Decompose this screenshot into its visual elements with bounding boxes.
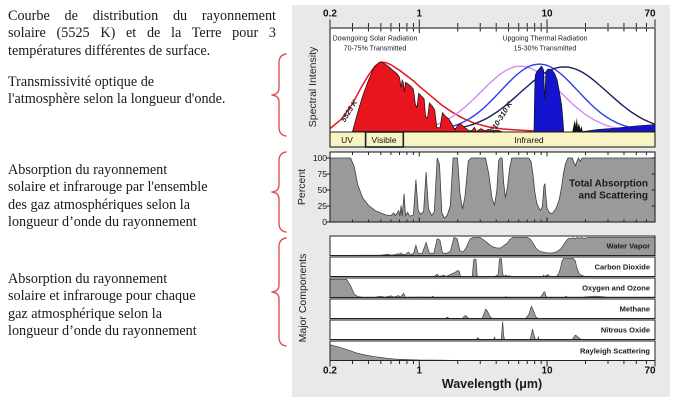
solar-surface-area xyxy=(352,62,502,132)
text-line: Transmissivité optique de xyxy=(8,74,155,90)
annotation-paragraph-3: Absorption du rayonnement solaire et infr… xyxy=(8,162,276,232)
carbon-dioxide-row-frame xyxy=(329,256,656,277)
annotation-paragraph-1: Courbe de distribution du rayonnement sol… xyxy=(8,8,276,60)
rayleigh-scattering-area xyxy=(330,344,655,361)
annotations-column: Courbe de distribution du rayonnement sol… xyxy=(8,0,284,404)
text-line: solaire (5525 K) et de la Terre pour 3 xyxy=(8,25,276,42)
wavelength-band xyxy=(329,131,656,148)
carbon-dioxide-row-bg xyxy=(330,257,655,277)
rayleigh-scattering-row-frame xyxy=(329,340,656,361)
thermal-spikes-area xyxy=(572,117,583,132)
annotation-brace-1 xyxy=(271,53,287,137)
nitrous-oxide-row-bg xyxy=(330,320,655,340)
annotation-paragraph-2: Transmissivité optique de l'atmosphère se… xyxy=(8,74,276,109)
spectral-panel-frame xyxy=(329,27,656,148)
methane-row-bg xyxy=(330,299,655,319)
text-line: longueur d’onde du rayonnement xyxy=(8,323,197,340)
text-line: Absorption du rayonnement xyxy=(8,271,168,287)
percent-panel-frame xyxy=(329,151,656,223)
carbon-dioxide-area xyxy=(330,258,655,277)
water-vapor-area xyxy=(330,237,655,256)
oxygen-and-ozone-row-frame xyxy=(329,277,656,298)
water-vapor-row-frame xyxy=(329,235,656,256)
text-line: Absorption du rayonnement xyxy=(8,162,168,178)
thermal-tail-area xyxy=(582,124,655,132)
nitrous-oxide-row-frame xyxy=(329,319,656,340)
thermal-blackbody-curve-2 xyxy=(416,63,655,132)
text-line: solaire et infrarouge pour chaque xyxy=(8,288,196,305)
text-line: l'atmosphère selon la longueur d'onde. xyxy=(8,91,226,108)
text-line: gaz atmosphérique selon la xyxy=(8,305,163,322)
text-line: longueur d’onde du rayonnement xyxy=(8,214,197,231)
annotation-brace-3 xyxy=(271,237,287,347)
rayleigh-scattering-row-bg xyxy=(330,341,655,361)
methane-area xyxy=(330,305,655,319)
text-line: températures différentes de surface. xyxy=(8,42,211,59)
spectral-curves-group xyxy=(330,61,655,132)
total-absorption-area xyxy=(330,157,655,222)
text-line: des gaz atmosphériques selon la xyxy=(8,196,191,213)
methane-row-frame xyxy=(329,298,656,319)
annotation-brace-2 xyxy=(271,151,287,233)
nitrous-oxide-area xyxy=(330,321,655,340)
oxygen-and-ozone-row-bg xyxy=(330,278,655,298)
annotation-paragraph-4: Absorption du rayonnement solaire et infr… xyxy=(8,271,276,341)
thermal-transmitted-area xyxy=(533,65,565,132)
text-line: solaire et infrarouge par l'ensemble xyxy=(8,179,208,196)
text-line: Courbe de distribution du rayonnement xyxy=(8,8,276,24)
solar-envelope-curve xyxy=(330,61,548,132)
